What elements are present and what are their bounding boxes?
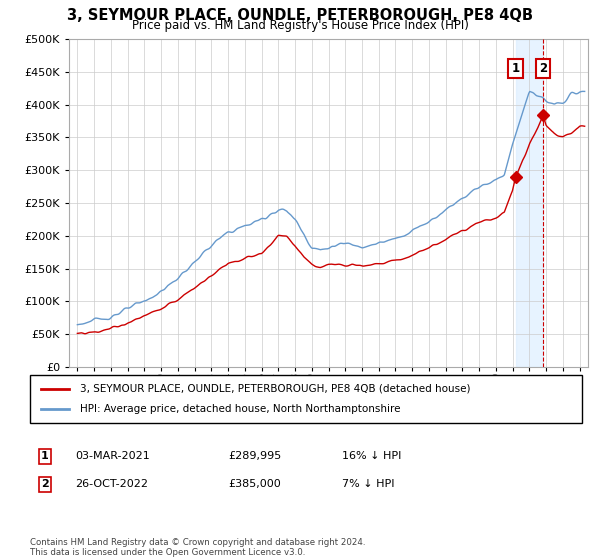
Text: 3, SEYMOUR PLACE, OUNDLE, PETERBOROUGH, PE8 4QB (detached house): 3, SEYMOUR PLACE, OUNDLE, PETERBOROUGH, … <box>80 384 470 394</box>
Text: 7% ↓ HPI: 7% ↓ HPI <box>342 479 395 489</box>
Bar <box>515 39 543 367</box>
Text: 26-OCT-2022: 26-OCT-2022 <box>75 479 148 489</box>
Text: Price paid vs. HM Land Registry's House Price Index (HPI): Price paid vs. HM Land Registry's House … <box>131 19 469 32</box>
Text: £385,000: £385,000 <box>228 479 281 489</box>
FancyBboxPatch shape <box>30 375 582 423</box>
Text: 2: 2 <box>41 479 49 489</box>
Text: 3, SEYMOUR PLACE, OUNDLE, PETERBOROUGH, PE8 4QB: 3, SEYMOUR PLACE, OUNDLE, PETERBOROUGH, … <box>67 8 533 24</box>
Text: 16% ↓ HPI: 16% ↓ HPI <box>342 451 401 461</box>
Text: 2: 2 <box>539 62 547 75</box>
Text: 1: 1 <box>511 62 520 75</box>
Text: 03-MAR-2021: 03-MAR-2021 <box>75 451 150 461</box>
Text: HPI: Average price, detached house, North Northamptonshire: HPI: Average price, detached house, Nort… <box>80 404 400 414</box>
Text: 1: 1 <box>41 451 49 461</box>
Text: Contains HM Land Registry data © Crown copyright and database right 2024.
This d: Contains HM Land Registry data © Crown c… <box>30 538 365 557</box>
Text: £289,995: £289,995 <box>228 451 281 461</box>
